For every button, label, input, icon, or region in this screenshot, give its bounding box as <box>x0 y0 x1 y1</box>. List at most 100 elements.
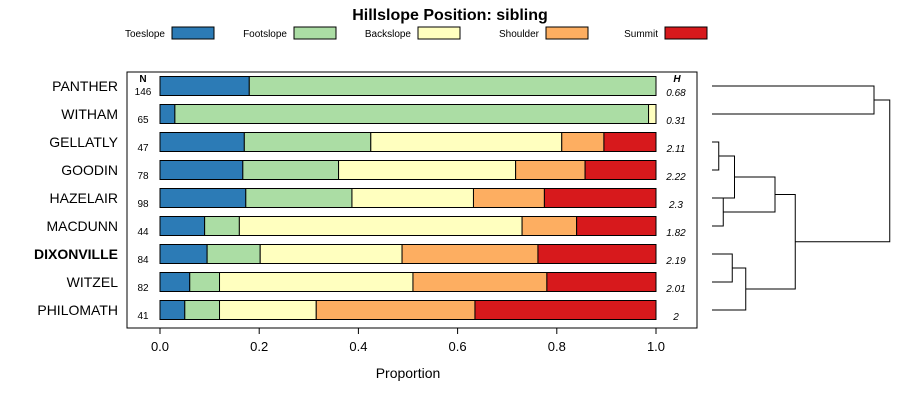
bars-group <box>159 76 657 320</box>
bar-dixonville-footslope <box>206 244 261 264</box>
chart-title: Hillslope Position: sibling <box>352 7 548 24</box>
bar-panther-footslope <box>248 76 657 96</box>
legend-label-backslope: Backslope <box>365 29 412 40</box>
bar-macdunn-backslope <box>238 216 523 236</box>
legend-label-footslope: Footslope <box>243 29 287 40</box>
row-label-panther: PANTHER <box>52 78 118 94</box>
bar-hazelair-toeslope <box>159 188 247 208</box>
bar-witzel-summit <box>546 272 657 292</box>
dendrogram-branch <box>712 85 875 115</box>
bar-dixonville-backslope <box>259 244 403 264</box>
row-label-macdunn: MACDUNN <box>46 218 118 234</box>
bar-philomath-backslope <box>219 300 317 320</box>
h-value-witham: 0.31 <box>666 116 685 127</box>
bar-gellatly-toeslope <box>159 132 245 152</box>
legend-swatch-backslope <box>417 26 461 40</box>
bar-dixonville-summit <box>537 244 657 264</box>
bar-goodin-shoulder <box>515 160 586 180</box>
x-tick-label: 0.6 <box>449 339 467 354</box>
x-tick-label: 0.2 <box>250 339 268 354</box>
h-value-goodin: 2.22 <box>665 172 686 183</box>
legend-swatch-shoulder <box>545 26 589 40</box>
h-value-gellatly: 2.11 <box>666 144 686 155</box>
h-value-witzel: 2.01 <box>665 284 685 295</box>
legend-label-toeslope: Toeslope <box>125 29 165 40</box>
bar-macdunn-summit <box>576 216 657 236</box>
bar-goodin-footslope <box>242 160 340 180</box>
n-value-gellatly: 47 <box>137 143 149 154</box>
bar-goodin-backslope <box>338 160 517 180</box>
bar-gellatly-shoulder <box>561 132 605 152</box>
dendrogram-branch <box>723 176 776 213</box>
bar-macdunn-shoulder <box>521 216 578 236</box>
legend-swatch-toeslope <box>171 26 215 40</box>
n-value-witzel: 82 <box>137 283 149 294</box>
legend-swatch-summit <box>664 26 708 40</box>
row-label-gellatly: GELLATLY <box>49 134 118 150</box>
bar-witham-backslope <box>648 104 657 124</box>
bar-dixonville-toeslope <box>159 244 208 264</box>
h-value-hazelair: 2.3 <box>668 200 683 211</box>
bar-witzel-footslope <box>189 272 221 292</box>
x-tick-label: 0.4 <box>349 339 367 354</box>
legend-label-summit: Summit <box>624 29 658 40</box>
x-axis: 0.0 0.2 0.4 0.6 0.8 1.0 <box>151 328 665 354</box>
h-value-dixonville: 2.19 <box>665 256 686 267</box>
bar-philomath-shoulder <box>315 300 476 320</box>
legend-swatch-footslope <box>293 26 337 40</box>
x-axis-label: Proportion <box>376 365 441 381</box>
dendrogram-branch <box>795 99 891 243</box>
bar-witzel-toeslope <box>159 272 191 292</box>
dendrogram-branch <box>712 253 733 283</box>
bar-witzel-shoulder <box>412 272 548 292</box>
n-value-macdunn: 44 <box>137 227 149 238</box>
n-value-dixonville: 84 <box>137 255 149 266</box>
h-value-philomath: 2 <box>672 312 679 323</box>
n-value-witham: 65 <box>137 115 149 126</box>
n-value-panther: 146 <box>135 87 152 98</box>
bar-dixonville-shoulder <box>401 244 539 264</box>
bar-hazelair-backslope <box>351 188 474 208</box>
bar-hazelair-footslope <box>245 188 353 208</box>
row-label-goodin: GOODIN <box>61 162 118 178</box>
x-tick-label: 1.0 <box>647 339 665 354</box>
bar-hazelair-summit <box>543 188 657 208</box>
bar-witzel-backslope <box>219 272 414 292</box>
row-label-philomath: PHILOMATH <box>37 302 118 318</box>
bar-hazelair-shoulder <box>472 188 545 208</box>
x-tick-label: 0.8 <box>548 339 566 354</box>
legend: Toeslope Footslope Backslope Shoulder Summit <box>125 26 708 40</box>
dendrogram-branch <box>712 197 724 227</box>
bar-gellatly-summit <box>603 132 657 152</box>
bar-panther-toeslope <box>159 76 250 96</box>
row-label-hazelair: HAZELAIR <box>50 190 118 206</box>
bar-philomath-footslope <box>184 300 221 320</box>
dendrogram-branch <box>712 141 720 171</box>
bar-goodin-toeslope <box>159 160 244 180</box>
dendrogram-branch <box>712 155 735 199</box>
x-tick-label: 0.0 <box>151 339 169 354</box>
dendrogram-branch <box>745 194 796 290</box>
plot-panel <box>126 71 698 329</box>
n-value-goodin: 78 <box>137 171 149 182</box>
row-label-witzel: WITZEL <box>67 274 119 290</box>
n-value-philomath: 41 <box>137 311 149 322</box>
h-value-macdunn: 1.82 <box>666 228 686 239</box>
bar-philomath-summit <box>474 300 657 320</box>
bar-gellatly-backslope <box>370 132 563 152</box>
bar-macdunn-footslope <box>204 216 240 236</box>
dendrogram <box>712 85 891 311</box>
row-label-witham: WITHAM <box>61 106 118 122</box>
row-labels: PANTHER 146 0.68 WITHAM 65 0.31 GELLATLY 47 2.11… <box>34 78 686 323</box>
bar-macdunn-toeslope <box>159 216 206 236</box>
row-label-dixonville: DIXONVILLE <box>34 246 118 262</box>
bar-witham-toeslope <box>159 104 176 124</box>
h-header: H <box>673 74 681 85</box>
bar-goodin-summit <box>584 160 657 180</box>
dendrogram-branch <box>712 267 747 311</box>
legend-label-shoulder: Shoulder <box>499 29 540 40</box>
bar-gellatly-footslope <box>243 132 372 152</box>
bar-witham-footslope <box>174 104 650 124</box>
n-value-hazelair: 98 <box>137 199 149 210</box>
